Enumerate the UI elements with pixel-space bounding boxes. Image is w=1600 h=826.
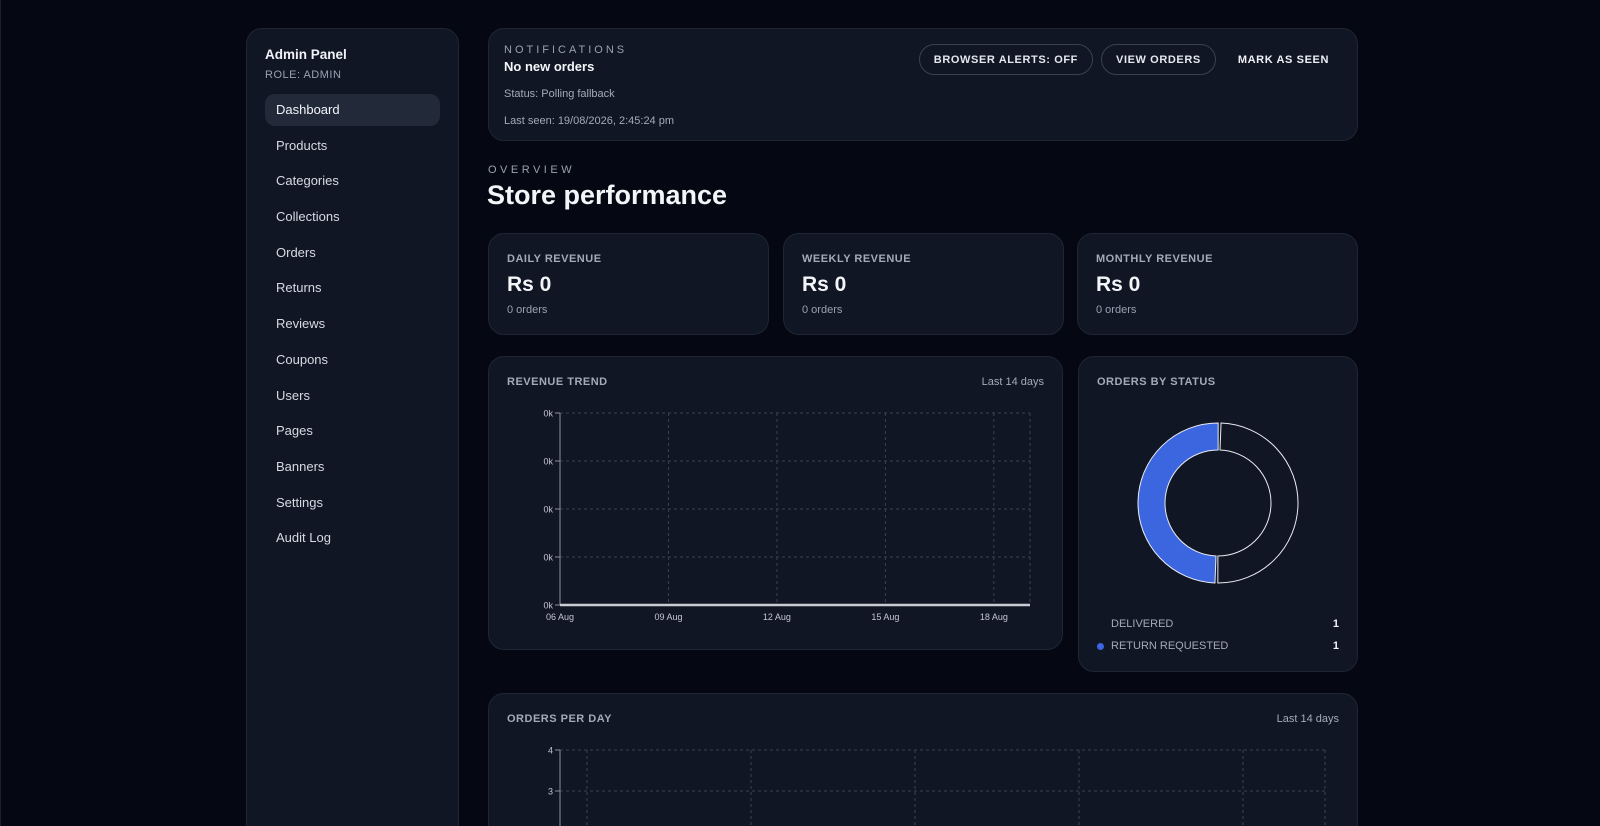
notifications-status: Status: Polling fallback (504, 88, 615, 100)
stat-sub: 0 orders (1096, 304, 1137, 316)
revenue-trend-range: Last 14 days (981, 376, 1044, 388)
sidebar-item-dashboard[interactable]: Dashboard (265, 94, 440, 126)
legend-label: RETURN REQUESTED (1111, 640, 1229, 652)
sidebar: Admin Panel ROLE: ADMIN Dashboard Produc… (246, 28, 459, 826)
sidebar-item-reviews[interactable]: Reviews (276, 316, 326, 332)
sidebar-item-products[interactable]: Products (276, 137, 328, 153)
legend-count: 1 (1332, 640, 1339, 652)
y-tick-label: 4 (548, 746, 553, 756)
stat-label: MONTHLY REVENUE (1096, 253, 1213, 265)
mark-as-seen-button[interactable]: MARK AS SEEN (1224, 44, 1343, 75)
monthly-revenue-card: MONTHLY REVENUE Rs 0 0 orders (1077, 233, 1358, 335)
x-tick-label: 09 Aug (654, 612, 682, 622)
revenue-trend-title: REVENUE TREND (507, 376, 608, 388)
daily-revenue-card: DAILY REVENUE Rs 0 0 orders (488, 233, 769, 335)
legend-dot (1097, 621, 1104, 628)
y-tick-label: 0k (543, 457, 553, 467)
x-tick-label: 12 Aug (763, 612, 791, 622)
stat-value: Rs 0 (507, 273, 552, 296)
sidebar-title: Admin Panel (265, 47, 347, 62)
legend-count: 1 (1332, 618, 1339, 630)
sidebar-nav: Dashboard Products Categories Collection… (265, 94, 440, 554)
stat-sub: 0 orders (802, 304, 843, 316)
x-tick-label: 06 Aug (546, 612, 574, 622)
legend-dot (1097, 642, 1104, 650)
sidebar-item-pages[interactable]: Pages (276, 423, 313, 439)
legend-label: DELIVERED (1111, 618, 1174, 630)
sidebar-item-orders[interactable]: Orders (276, 244, 316, 260)
orders-per-day-range: Last 14 days (1276, 713, 1339, 725)
y-tick-label: 0k (543, 601, 553, 611)
orders-per-day-title: ORDERS PER DAY (507, 713, 613, 725)
y-tick-label: 3 (548, 787, 553, 797)
sidebar-item-categories[interactable]: Categories (276, 173, 339, 189)
sidebar-item-settings[interactable]: Settings (276, 494, 323, 510)
browser-alerts-button[interactable]: BROWSER ALERTS: OFF (918, 44, 1094, 75)
stat-value: Rs 0 (802, 273, 847, 296)
y-tick-label: 0k (543, 505, 553, 515)
revenue-trend-panel: REVENUE TREND Last 14 days 0k 0k 0k 0k 0k 06 … (488, 356, 1063, 650)
y-tick-label: 0k (543, 553, 553, 563)
stat-value: Rs 0 (1096, 273, 1141, 296)
sidebar-item-users[interactable]: Users (276, 387, 310, 403)
stat-sub: 0 orders (507, 304, 548, 316)
donut-slice-return-requested (1137, 422, 1219, 584)
sidebar-item-collections[interactable]: Collections (276, 209, 340, 225)
notifications-eyebrow: NOTIFICATIONS (504, 44, 628, 56)
notifications-actions: BROWSER ALERTS: OFF VIEW ORDERS MARK AS … (918, 44, 1343, 75)
x-tick-label: 18 Aug (980, 612, 1008, 622)
weekly-revenue-card: WEEKLY REVENUE Rs 0 0 orders (783, 233, 1064, 335)
stat-label: WEEKLY REVENUE (802, 253, 912, 265)
page-title: Store performance (487, 180, 728, 210)
sidebar-item-banners[interactable]: Banners (276, 458, 325, 474)
sidebar-item-audit-log[interactable]: Audit Log (276, 530, 331, 546)
overview-eyebrow: OVERVIEW (488, 164, 576, 176)
view-orders-button[interactable]: VIEW ORDERS (1101, 44, 1216, 75)
orders-by-status-title: ORDERS BY STATUS (1097, 376, 1216, 388)
notifications-last-seen: Last seen: 19/08/2026, 2:45:24 pm (504, 115, 675, 127)
legend-item-return-requested: RETURN REQUESTED 1 (1097, 640, 1339, 652)
donut-slice-delivered (1217, 422, 1299, 584)
x-tick-label: 15 Aug (871, 612, 899, 622)
orders-by-status-panel: ORDERS BY STATUS DELIVERED 1 RETURN REQU… (1078, 356, 1358, 672)
sidebar-item-coupons[interactable]: Coupons (276, 351, 329, 367)
legend-item-delivered: DELIVERED 1 (1097, 618, 1339, 630)
notifications-headline: No new orders (504, 59, 595, 74)
notifications-panel: NOTIFICATIONS No new orders Status: Poll… (488, 28, 1358, 141)
sidebar-role: ROLE: ADMIN (265, 69, 342, 81)
orders-per-day-chart: 43 (548, 746, 1326, 826)
orders-by-status-chart (1137, 422, 1299, 584)
stat-label: DAILY REVENUE (507, 253, 602, 265)
y-tick-label: 0k (543, 409, 553, 419)
sidebar-item-returns[interactable]: Returns (276, 280, 322, 296)
